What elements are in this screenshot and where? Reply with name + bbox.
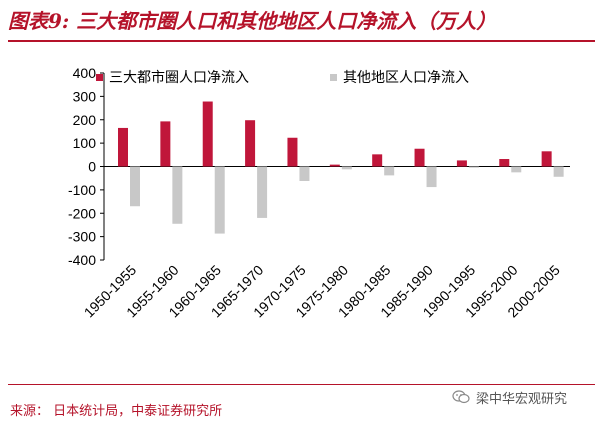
watermark-text: 梁中华宏观研究 [476,391,568,407]
watermark: 梁中华宏观研究 [452,387,567,407]
y-tick-label: 0 [88,159,96,175]
y-tick-label: 100 [73,135,97,151]
bar-chart: 4003002001000-100-200-300-4001950-195519… [68,65,570,320]
footer-divider [8,384,595,385]
bar-metro [499,159,510,167]
bar-other [468,166,479,168]
legend-other-label: 其他地区人口净流入 [343,70,469,86]
bar-metro [287,137,298,167]
bar-metro [456,160,467,167]
title-divider [8,40,595,42]
legend-metro-swatch [96,74,103,81]
bar-other [511,166,522,173]
bar-metro [245,120,256,167]
bar-metro [414,148,425,167]
y-tick-label: 400 [73,65,97,81]
bar-metro [541,151,552,167]
y-tick-label: 200 [73,112,97,128]
wechat-icon [452,390,470,404]
bar-metro [160,121,171,167]
y-tick-label: -200 [68,205,96,221]
bar-other [553,166,564,177]
bar-metro [329,164,340,167]
legend-other-swatch [330,74,337,81]
bar-other [426,166,437,188]
y-tick-label: -100 [68,182,96,198]
bar-other [130,166,140,207]
bar-metro [202,101,213,167]
y-tick-label: -300 [68,229,96,245]
y-tick-label: 300 [73,88,97,104]
legend-metro-label: 三大都市圈人口净流入 [109,69,249,86]
y-tick-label: -400 [68,252,96,268]
bar-metro [372,154,383,167]
bar-other [299,166,310,181]
bar-metro [118,127,128,167]
bar-other [172,166,183,224]
source-note: 来源： 日本统计局，中泰证券研究所 [10,404,223,419]
bar-other [257,166,268,218]
bar-other [384,166,395,176]
bar-other [341,166,352,170]
chart-title: 图表9: 三大都市圈人口和其他地区人口净流入（万人） [8,9,497,33]
bar-other [214,166,225,234]
